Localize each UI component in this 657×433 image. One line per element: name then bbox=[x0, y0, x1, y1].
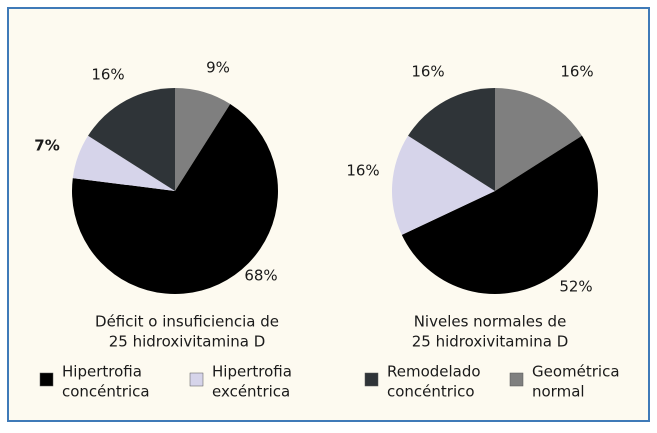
legend-swatch bbox=[364, 372, 379, 387]
pie-slice bbox=[408, 88, 495, 191]
legend-label: Geométrica bbox=[532, 363, 620, 381]
chart-caption: Déficit o insuficiencia de bbox=[95, 313, 279, 331]
legend-label: Hipertrofia bbox=[62, 363, 142, 381]
legend-label: concéntrica bbox=[62, 383, 150, 401]
legend-label: Remodelado bbox=[387, 363, 481, 381]
chart-caption: 25 hidroxivitamina D bbox=[412, 333, 569, 351]
legend-swatch bbox=[39, 372, 54, 387]
pie-slice bbox=[72, 135, 175, 191]
slice-label: 16% bbox=[346, 162, 379, 180]
slice-label: 16% bbox=[91, 66, 124, 84]
legend-swatch bbox=[189, 372, 204, 387]
slice-label: 52% bbox=[559, 278, 592, 296]
pie-slice bbox=[495, 88, 582, 191]
pie-slice bbox=[72, 104, 279, 294]
slice-label: 16% bbox=[560, 63, 593, 81]
slice-label: 9% bbox=[206, 59, 230, 77]
chart-caption: 25 hidroxivitamina D bbox=[109, 333, 266, 351]
legend-label: normal bbox=[532, 383, 585, 401]
legend-swatch bbox=[509, 372, 524, 387]
legend-label: concéntrico bbox=[387, 383, 475, 401]
legend-label: Hipertrofia bbox=[212, 363, 292, 381]
slice-label: 16% bbox=[411, 63, 444, 81]
pie-slice bbox=[88, 88, 175, 191]
pie-slice bbox=[175, 88, 231, 191]
chart-caption: Niveles normales de bbox=[414, 313, 567, 331]
slice-label: 68% bbox=[244, 267, 277, 285]
pie-slice bbox=[401, 135, 599, 295]
slice-label: 7% bbox=[34, 137, 59, 155]
pie-slice bbox=[392, 135, 495, 235]
legend-label: excéntrica bbox=[212, 383, 290, 401]
